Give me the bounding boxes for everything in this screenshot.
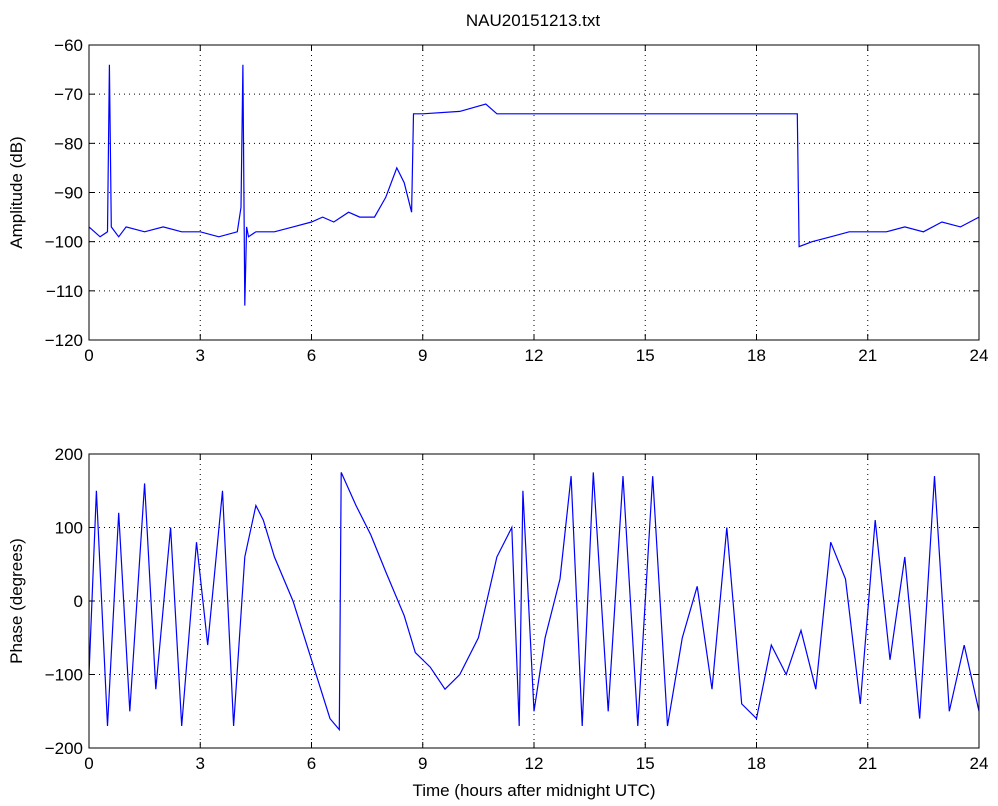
phase-ytick-label: −100 [45,666,83,685]
phase-ytick-label: 200 [55,445,83,464]
amplitude-ytick-label: −110 [46,282,83,301]
phase-xtick-label: 6 [307,754,316,773]
phase-xlabel: Time (hours after midnight UTC) [412,781,655,800]
phase-series-line [88,472,980,732]
phase-xtick-label: 15 [636,754,655,773]
amplitude-series-line [88,64,980,306]
phase-xtick-label: 9 [418,754,427,773]
amplitude-xtick-label: 0 [84,346,93,365]
amplitude-ytick-label: −120 [45,331,83,350]
amplitude-xtick-label: 3 [196,346,205,365]
phase-ytick-label: 100 [55,519,83,538]
amplitude-ylabel: Amplitude (dB) [7,136,26,248]
phase-xtick-label: 24 [970,754,989,773]
phase-axes: 0 3 6 9 12 15 18 21 24 −200 −100 0 100 200 Phase (degr… [7,445,988,800]
amplitude-ytick-label: −90 [54,184,83,203]
figure-title: NAU20151213.txt [466,11,600,30]
phase-ytick-label: −200 [45,739,83,758]
amplitude-xtick-label: 12 [525,346,544,365]
amplitude-ytick-label: −70 [54,85,83,104]
amplitude-xtick-label: 6 [307,346,316,365]
amplitude-axes: 0 3 6 9 12 15 18 21 24 −120 −110 −100 −90 −80 −70 −60 Am… [7,36,988,365]
phase-xtick-label: 21 [858,754,877,773]
amplitude-xtick-label: 21 [858,346,877,365]
phase-xtick-label: 18 [747,754,766,773]
amplitude-xtick-label: 18 [747,346,766,365]
amplitude-xtick-label: 15 [636,346,655,365]
phase-xtick-label: 0 [84,754,93,773]
amplitude-xtick-label: 9 [418,346,427,365]
phase-xtick-label: 3 [196,754,205,773]
phase-ylabel: Phase (degrees) [7,538,26,664]
phase-xtick-label: 12 [525,754,544,773]
amplitude-xtick-label: 24 [970,346,989,365]
amplitude-ytick-label: −100 [45,233,83,252]
amplitude-ytick-label: −60 [54,36,83,55]
amplitude-ytick-label: −80 [54,134,83,153]
phase-ytick-label: 0 [74,592,83,611]
